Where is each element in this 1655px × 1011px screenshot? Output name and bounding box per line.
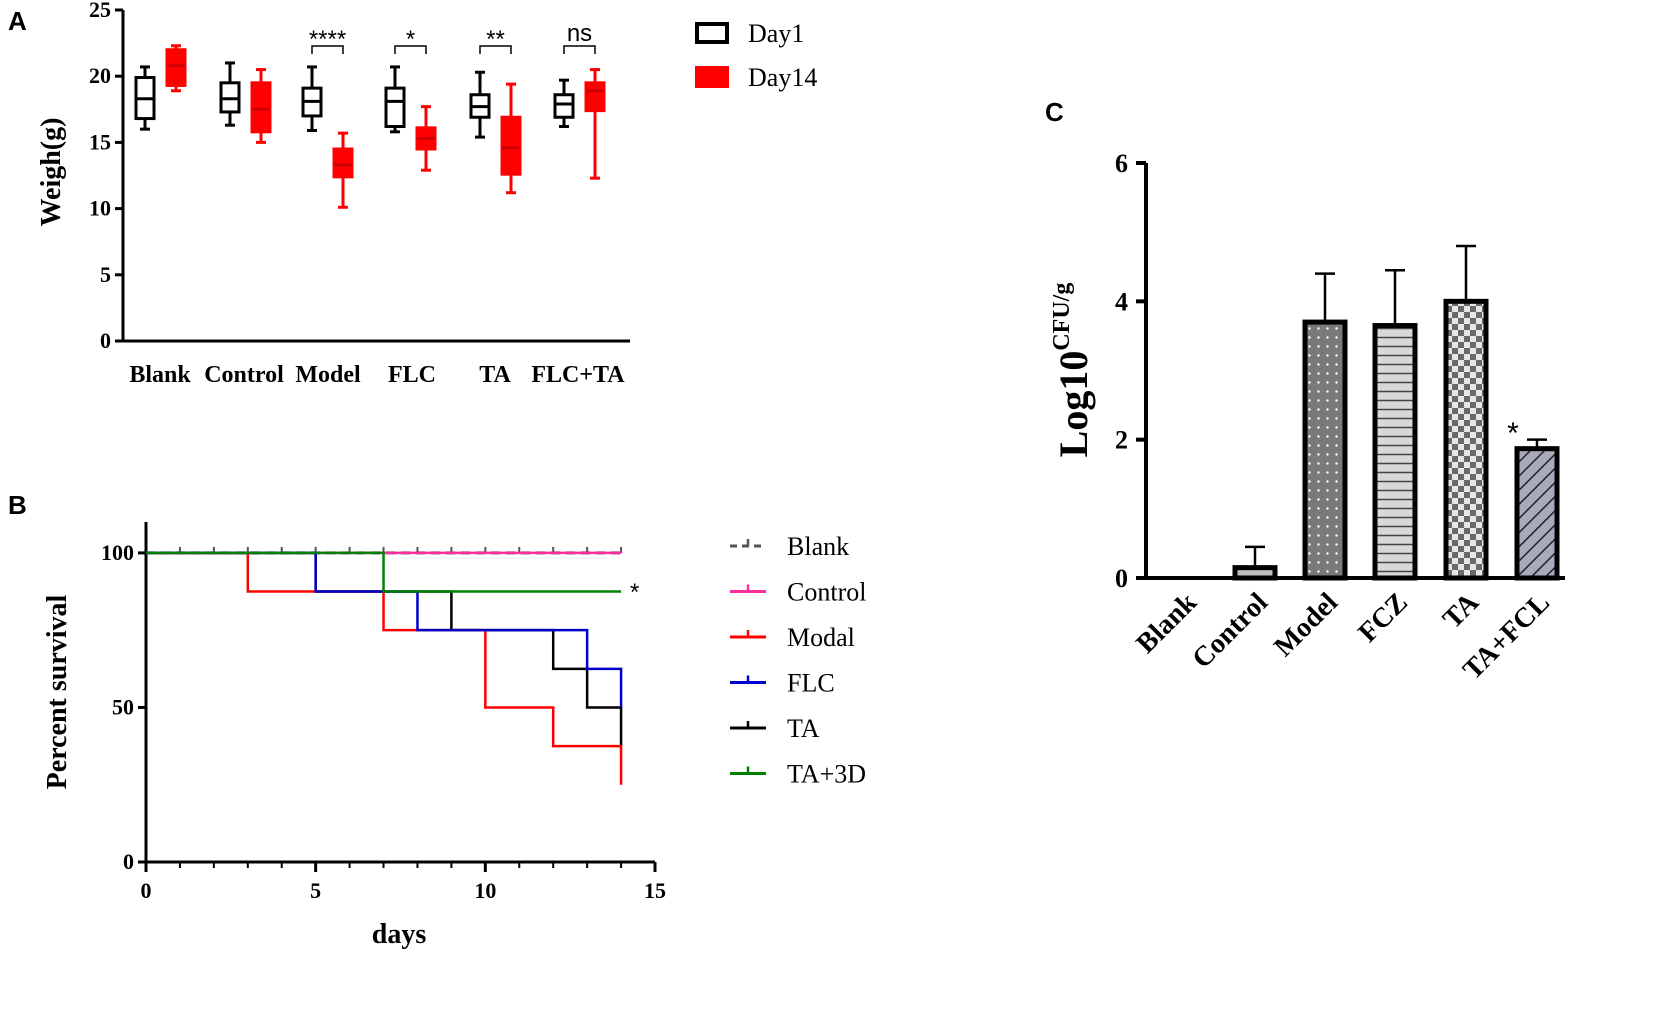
panel-c-category-label: TA [1437,586,1486,635]
box-body [165,48,187,87]
panel-a-box-day14 [332,131,354,209]
panel-b-xlabel: days [372,919,427,950]
panel-b-legend-label: Control [787,578,866,607]
panel-c-category-label: Model [1268,587,1344,663]
panel-a-ytick-label: 5 [100,262,111,287]
panel-b-ytick-label: 50 [112,694,134,719]
panel-b-legend-label: TA+3D [787,760,866,789]
panel-a-box-day14 [415,105,437,172]
panel-b-xtick-label: 10 [474,878,496,903]
panel-a-box-day1 [384,65,406,134]
svg-text:Log10CFU/g: Log10CFU/g [1049,283,1096,458]
panel-a-category-label: Control [204,362,284,388]
panel-a-ytick-label: 0 [100,328,111,353]
panel-label-c: C [1045,97,1064,127]
panel-a-ytick-label: 10 [89,196,111,221]
panel-a-sig-bracket [311,45,344,54]
panel-c-bar-ta [1443,298,1489,581]
panel-b-xtick-label: 0 [141,878,152,903]
panel-a-category-label: Model [295,362,361,388]
panel-a-ytick-label: 25 [89,0,111,22]
panel-c-ytick-label: 6 [1115,149,1128,178]
panel-a-sig-bracket [479,45,512,54]
panel-c-ylabel-base: Log10 [1051,351,1096,458]
box-body [332,147,354,179]
panel-c-bar-fcz [1372,323,1418,581]
panel-c-annotation: * [1507,417,1519,450]
panel-c-ylabel-sup: CFU/g [1049,283,1075,351]
panel-c-bar-control [1232,565,1278,581]
box-body [250,81,272,134]
panel-b-survival-chart: 0 5 10 15 0 50 100 days Percent survival * Bla… [42,522,866,950]
box-body [584,81,606,113]
panel-a-sig-label: **** [309,26,346,53]
panel-b-survival-line-ta-3d [146,551,622,593]
panel-label-b: B [8,490,27,520]
legend-label: Day1 [748,19,804,48]
panel-b-legend-label: Modal [787,623,855,652]
panel-b-legend-label: TA [787,714,820,743]
panel-a-box-day1 [134,65,156,131]
legend-swatch-day14 [695,66,729,88]
panel-b-ytick-label: 100 [101,540,134,565]
panel-b-xtick-label: 15 [644,878,666,903]
panel-a-box-day14 [584,68,606,180]
panel-a-sig-label: ** [486,26,505,53]
panel-c-ytick-label: 2 [1115,426,1128,455]
panel-a-category-label: TA [479,362,511,388]
box-body [553,93,575,119]
panel-a-box-day14 [250,68,272,144]
panel-c-bar-ta-fcl [1514,446,1560,581]
legend-label: Day14 [748,63,817,92]
panel-b-legend-label: FLC [787,669,835,698]
panel-a-category-label: FLC [388,362,436,388]
panel-a-box-day14 [500,82,522,195]
panel-c-ytick-label: 4 [1115,287,1128,316]
panel-label-a: A [8,6,27,36]
panel-b-xtick-label: 5 [310,878,321,903]
panel-a-box-day1 [219,61,241,127]
panel-a-box-day1 [553,78,575,129]
panel-a-sig-bracket [563,45,596,54]
panel-c-ytick-label: 0 [1115,564,1128,593]
panel-c-category-label: FCZ [1352,587,1414,649]
panel-c-ylabel: Log10CFU/g [1049,283,1096,458]
panel-b-legend-label: Blank [787,532,849,561]
panel-a-box-day1 [469,70,491,139]
panel-a-sig-label: * [406,26,415,53]
panel-c-category-label: Control [1186,587,1274,675]
panel-b-ylabel: Percent survival [42,594,73,789]
panel-a-sig-bracket [394,45,427,54]
panel-a-box-day1 [301,65,323,132]
panel-a-box-day14 [165,44,187,93]
legend-swatch-day1 [695,22,729,44]
panel-c-bar-model [1302,319,1348,581]
panel-b-ytick-label: 0 [123,849,134,874]
box-body [384,86,406,129]
panel-a-ytick-label: 15 [89,129,111,154]
panel-a-ylabel: Weigh(g) [36,118,67,227]
panel-a-category-label: FLC+TA [531,362,625,388]
panel-a-category-label: Blank [129,362,191,388]
panel-a-sig-label: ns [567,20,592,47]
panel-b-annotation: * [630,579,639,606]
panel-b-survival-line-flc [146,551,623,708]
box-body [500,115,522,176]
panel-a-ytick-label: 20 [89,63,111,88]
